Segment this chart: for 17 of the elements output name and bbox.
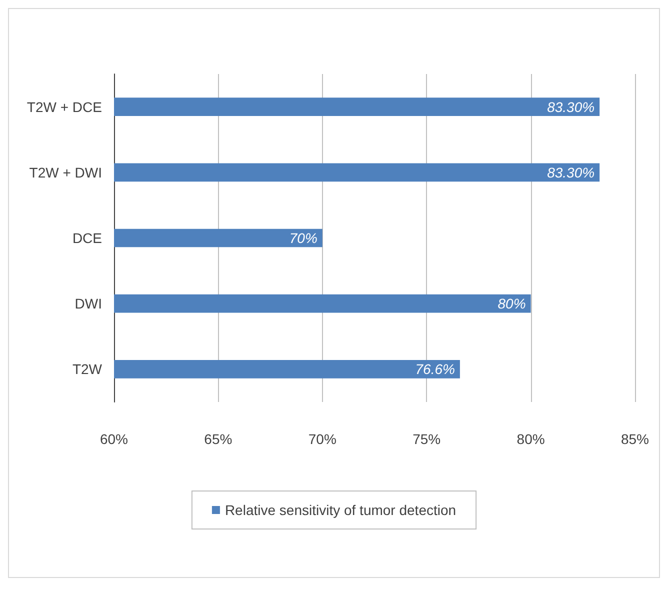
x-tick-label: 70% bbox=[308, 431, 336, 447]
y-tick-label: T2W + DWI bbox=[29, 164, 102, 180]
x-tick-label: 65% bbox=[204, 431, 232, 447]
y-tick-label: T2W + DCE bbox=[26, 98, 102, 115]
x-tick-label: 85% bbox=[620, 431, 650, 447]
y-tick-label: DCE bbox=[72, 230, 102, 246]
legend-label: Relative sensitivity of tumor detection bbox=[224, 502, 456, 518]
x-tick-label: 60% bbox=[100, 431, 128, 447]
y-tick-label: DWI bbox=[74, 296, 102, 312]
data-label: 83.30% bbox=[547, 164, 595, 180]
data-label: 80% bbox=[498, 296, 526, 312]
data-label: 70% bbox=[289, 230, 318, 246]
data-label: 83.30% bbox=[547, 98, 595, 115]
data-label: 76.6% bbox=[415, 361, 455, 378]
x-tick-label: 80% bbox=[516, 431, 545, 447]
y-tick-label: T2W bbox=[72, 361, 103, 378]
x-tick-label: 75% bbox=[412, 431, 441, 447]
